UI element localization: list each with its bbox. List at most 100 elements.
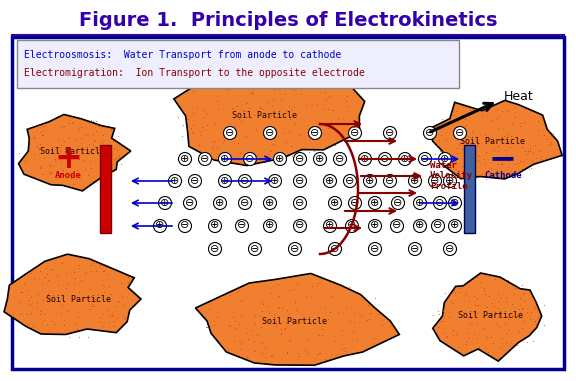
Point xyxy=(338,346,347,352)
Point xyxy=(458,139,468,145)
Point xyxy=(494,137,503,143)
Point xyxy=(462,338,471,344)
Text: ⊕: ⊕ xyxy=(365,176,374,186)
Point xyxy=(253,152,262,158)
Point xyxy=(104,307,113,313)
Text: ⊕: ⊕ xyxy=(266,221,275,231)
Point xyxy=(239,153,248,159)
Point xyxy=(529,338,538,344)
Point xyxy=(494,313,503,319)
Point xyxy=(36,311,45,317)
Circle shape xyxy=(438,152,452,165)
Point xyxy=(57,260,66,266)
Point xyxy=(53,144,62,150)
Point xyxy=(252,128,262,134)
Point xyxy=(429,131,438,138)
Point xyxy=(539,322,548,328)
Point xyxy=(439,120,449,126)
Point xyxy=(526,165,536,171)
Text: +: + xyxy=(54,142,82,176)
Point xyxy=(213,314,222,320)
Point xyxy=(450,155,459,161)
Point xyxy=(485,139,494,146)
Point xyxy=(507,301,516,307)
Point xyxy=(287,287,296,293)
Point xyxy=(522,309,532,315)
Point xyxy=(23,287,32,293)
Point xyxy=(263,151,272,157)
Point xyxy=(72,167,81,173)
Point xyxy=(323,316,332,322)
Point xyxy=(84,141,93,147)
Point xyxy=(509,313,518,319)
Point xyxy=(444,314,453,320)
Point xyxy=(533,127,542,133)
Point xyxy=(46,170,55,176)
Point xyxy=(56,142,66,148)
Point xyxy=(65,334,74,340)
Point xyxy=(328,107,337,113)
Point xyxy=(501,151,510,157)
Point xyxy=(480,285,489,291)
Point xyxy=(503,327,513,333)
Point xyxy=(498,343,507,349)
Point xyxy=(518,282,527,288)
Point xyxy=(99,323,108,329)
Text: ⊖: ⊖ xyxy=(310,128,320,138)
Point xyxy=(248,91,257,97)
Point xyxy=(267,352,276,359)
Point xyxy=(98,139,107,145)
Point xyxy=(507,121,517,127)
Text: ⊖: ⊖ xyxy=(420,154,430,163)
Point xyxy=(92,268,101,274)
Point xyxy=(270,311,279,317)
Point xyxy=(63,174,73,180)
Point xyxy=(232,325,241,331)
Point xyxy=(452,331,461,337)
Text: ⊖: ⊖ xyxy=(295,154,305,163)
Text: ⊕: ⊕ xyxy=(415,197,425,208)
Point xyxy=(301,293,310,299)
Polygon shape xyxy=(433,273,542,361)
Point xyxy=(345,318,354,324)
Text: ⊖: ⊖ xyxy=(425,128,435,138)
Point xyxy=(73,326,82,332)
Point xyxy=(86,158,95,164)
Text: ⊕: ⊕ xyxy=(325,221,335,231)
Circle shape xyxy=(434,197,446,210)
Circle shape xyxy=(294,197,306,210)
Point xyxy=(69,181,78,187)
Point xyxy=(439,307,448,313)
Circle shape xyxy=(384,174,396,187)
Point xyxy=(267,353,276,359)
Point xyxy=(211,138,220,144)
Point xyxy=(315,332,324,338)
Text: Soil Particle: Soil Particle xyxy=(457,312,522,320)
Point xyxy=(446,299,455,305)
Point xyxy=(304,350,313,356)
Point xyxy=(348,328,358,334)
Circle shape xyxy=(248,242,262,256)
Point xyxy=(54,136,63,142)
Point xyxy=(109,155,118,162)
Point xyxy=(487,300,497,306)
Point xyxy=(523,338,532,344)
Point xyxy=(471,138,480,144)
Point xyxy=(267,113,276,119)
Text: ⊖: ⊖ xyxy=(295,197,305,208)
Point xyxy=(503,131,513,137)
Point xyxy=(74,262,84,268)
Point xyxy=(502,134,511,141)
Point xyxy=(374,311,383,317)
Point xyxy=(204,306,213,312)
Point xyxy=(56,158,66,164)
Point xyxy=(88,142,97,149)
Point xyxy=(234,321,243,327)
Point xyxy=(76,135,85,141)
Point xyxy=(284,103,293,109)
Point xyxy=(235,298,244,304)
Text: ⊖: ⊖ xyxy=(180,221,190,231)
Point xyxy=(73,143,82,149)
Text: ⊖: ⊖ xyxy=(455,128,465,138)
Point xyxy=(294,350,303,356)
